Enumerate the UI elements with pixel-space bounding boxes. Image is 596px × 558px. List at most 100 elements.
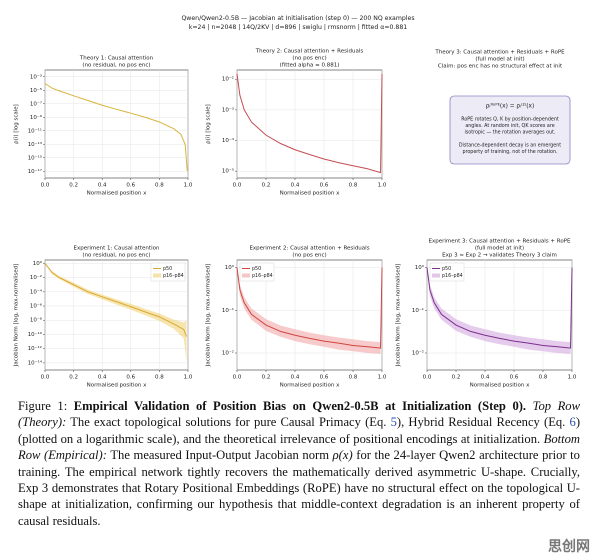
chart-title: (no residual, no pos enc): [82, 63, 150, 69]
note: Distance-dependent decay is an emergent: [459, 143, 561, 149]
figure: Qwen/Qwen2-0.5B — Jacobian at Initialisa…: [14, 15, 577, 389]
y-tick-label: 10⁻¹⁵: [28, 154, 42, 161]
y-tick-label: 10⁻²: [222, 349, 234, 356]
panel-title: (full model at init): [475, 57, 524, 63]
note-box: [449, 95, 571, 165]
suptitle: Qwen/Qwen2-0.5B — Jacobian at Initialisa…: [181, 15, 414, 22]
panel-title: Claim: pos enc has no structural effect …: [438, 64, 563, 70]
caption-row-label: Bottom Row (Empirical):: [18, 431, 581, 463]
x-tick-label: 0.6: [126, 375, 135, 381]
band: [237, 267, 382, 354]
x-tick-label: 0.8: [539, 375, 548, 381]
note: RoPE rotates Q, K by position-dependent: [461, 117, 559, 123]
legend-label: p16–p84: [163, 273, 184, 279]
plot-area: [44, 69, 189, 179]
caption-label: Figure 1:: [18, 399, 68, 413]
chart-title: Experiment 3: Causal attention + Residua…: [429, 239, 571, 245]
x-axis-label: Normalised position x: [470, 383, 530, 389]
chart-title: (no pos enc): [292, 56, 326, 62]
chart: 10⁻³ 10⁻⁵ 10⁻⁷ 10⁻⁹ 10⁻¹¹ 10⁻¹³ 10⁻¹⁵ 10⁻¹⁷ 0.0 0…: [14, 56, 193, 197]
y-tick-label: 10⁻²: [30, 274, 42, 281]
y-axis-label: Jacobian Norm [log, max-normalised]: [396, 264, 402, 367]
y-tick-label: 10⁻¹⁴: [28, 359, 43, 366]
x-tick-label: 0.6: [320, 183, 329, 189]
chart-title: Experiment 2: Causal attention + Residua…: [249, 246, 369, 252]
x-axis-label: Normalised position x: [87, 191, 147, 197]
x-axis-label: Normalised position x: [87, 383, 147, 389]
chart-title: (no residual, no pos enc): [82, 253, 150, 259]
caption-text: ), Hybrid Residual Recency (Eq.: [396, 415, 566, 430]
caption-math: ρ(x): [332, 448, 353, 463]
y-tick-label: 10⁻¹¹: [28, 127, 42, 134]
equation-ref[interactable]: 6: [569, 415, 576, 430]
equation-ref[interactable]: 5: [390, 415, 397, 430]
y-tick-label: 10⁻²: [222, 76, 234, 83]
x-tick-label: 0.0: [233, 183, 242, 189]
line: [236, 267, 383, 349]
text-panel: Theory 3: Causal attention + Residuals +…: [434, 50, 571, 165]
x-tick-label: 0.8: [155, 183, 164, 189]
x-tick-label: 0.8: [349, 183, 358, 189]
chart: 10⁰ 10⁻¹ 10⁻² 0.0 0.2 0.4 0.6 0.8 1.0 Normalised …: [206, 246, 387, 389]
legend-label: p50: [442, 266, 451, 272]
equation: ρᵢᴿᵒᴾᴱ(x) = ρᵢ⁽²⁾(x): [486, 103, 535, 110]
caption-title: Empirical Validation of Position Bias on…: [73, 399, 527, 413]
x-tick-label: 1.0: [184, 183, 193, 189]
chart: 10⁰ 10⁻¹ 10⁻² 0.0 0.2 0.4 0.6 0.8 1.0 Normalised …: [396, 239, 577, 389]
y-tick-label: 10⁻¹: [222, 307, 234, 314]
x-tick-label: 0.4: [291, 375, 300, 381]
x-tick-label: 0.0: [423, 375, 432, 381]
y-axis-label: Jacobian Norm [log, max-normalised]: [14, 264, 20, 367]
x-tick-label: 0.2: [69, 183, 78, 189]
legend-label: p16–p84: [252, 273, 273, 279]
y-tick-label: 10⁻¹⁷: [28, 168, 42, 175]
legend-swatch: [432, 273, 440, 278]
x-tick-label: 0.6: [126, 183, 135, 189]
y-tick-label: 10⁰: [33, 260, 43, 267]
caption-text: The measured Input-Output Jacobian norm: [110, 448, 329, 463]
note: angles. At random init, QK scores are: [465, 123, 554, 129]
x-axis-label: Normalised position x: [280, 191, 340, 197]
caption-text: The exact topological solutions for pure…: [70, 415, 387, 430]
y-axis-label: ρ(i) [log scale]: [14, 104, 20, 144]
chart: 10⁻² 10⁻³ 10⁻⁴ 10⁻⁵ 0.0 0.2 0.4 0.6 0.8 1.0 Normal…: [206, 49, 387, 197]
line: [426, 267, 573, 349]
note: isotropic — the rotation averages out.: [464, 130, 555, 136]
line: [44, 83, 188, 172]
chart-title: Exp 3 ≈ Exp 2 → validates Theory 3 claim: [442, 253, 557, 259]
y-tick-label: 10⁻⁸: [30, 317, 43, 324]
legend-label: p50: [163, 266, 172, 272]
x-tick-label: 1.0: [184, 375, 193, 381]
chart-title: Theory 1: Causal attention: [79, 56, 154, 62]
y-tick-label: 10⁻⁷: [30, 100, 42, 107]
x-tick-label: 0.4: [98, 183, 107, 189]
x-tick-label: 0.0: [41, 375, 50, 381]
line: [44, 263, 188, 337]
line: [236, 73, 383, 174]
x-tick-label: 1.0: [568, 375, 577, 381]
x-axis-label: Normalised position x: [280, 383, 340, 389]
y-tick-label: 10⁻¹: [412, 307, 424, 314]
y-axis-label: Jacobian Norm [log, max-normalised]: [206, 264, 212, 367]
chart-title: (full model at init): [475, 246, 524, 252]
y-tick-label: 10⁻⁴: [222, 137, 235, 144]
chart-title: Experiment 1: Causal attention: [74, 246, 160, 252]
x-tick-label: 0.4: [98, 375, 107, 381]
y-tick-label: 10⁻⁹: [30, 114, 42, 121]
note: property of training, not of the rotatio…: [462, 149, 557, 155]
x-tick-label: 0.2: [262, 375, 271, 381]
x-tick-label: 0.6: [510, 375, 519, 381]
x-tick-label: 0.8: [349, 375, 358, 381]
band: [427, 267, 572, 354]
legend-swatch: [153, 273, 161, 278]
y-tick-label: 10⁻¹⁰: [28, 331, 43, 338]
x-tick-label: 0.4: [481, 375, 490, 381]
caption-text: ) (plotted on a logarithmic scale), and …: [18, 415, 581, 446]
caption: Figure 1: Empirical Validation of Positi…: [18, 398, 580, 529]
panel-title: Theory 3: Causal attention + Residuals +…: [434, 50, 565, 56]
x-tick-label: 0.4: [291, 183, 300, 189]
x-tick-label: 0.0: [233, 375, 242, 381]
chart-title: (no pos enc): [292, 253, 326, 259]
y-tick-label: 10⁻⁵: [30, 87, 42, 94]
